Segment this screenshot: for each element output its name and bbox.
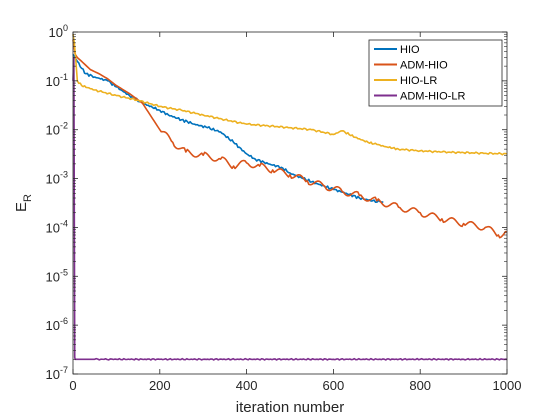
- x-axis-label: iteration number: [236, 399, 344, 416]
- y-tick-label: 10-6: [46, 316, 68, 333]
- y-tick-label: 10-5: [46, 267, 68, 284]
- y-axis-label-main: E: [13, 202, 30, 212]
- series-line-hio-lr: [72, 34, 508, 156]
- plot-frame: [72, 31, 508, 375]
- series-line-adm-hio-lr: [72, 56, 508, 361]
- x-tick-label: 0: [69, 378, 76, 393]
- y-tick-label: 10-7: [46, 365, 68, 382]
- x-tick-label: 400: [236, 378, 258, 393]
- series-line-adm-hio: [72, 39, 508, 239]
- legend: HIO ADM-HIO HIO-LR ADM-HIO-LR: [368, 39, 503, 107]
- y-tick-label: 10-2: [46, 121, 68, 138]
- legend-label-hio-lr: HIO-LR: [400, 75, 437, 87]
- x-tick-label: 600: [323, 378, 345, 393]
- legend-label-hio: HIO: [400, 44, 420, 56]
- x-tick-label: 800: [409, 378, 431, 393]
- legend-label-adm-hio: ADM-HIO: [400, 60, 448, 72]
- y-axis-label: ER: [13, 194, 34, 212]
- svg-text:ER: ER: [13, 194, 34, 212]
- series-layer: [72, 34, 508, 361]
- legend-label-adm-hio-lr: ADM-HIO-LR: [400, 91, 465, 103]
- y-axis-label-sub: R: [22, 194, 34, 202]
- axes-layer: 0 200 400 600 800 1000 100 10-1 10-2 10-3 10-4 10-5…: [46, 23, 522, 393]
- series-line-hio: [72, 53, 384, 204]
- x-tick-label: 1000: [493, 378, 522, 393]
- y-tick-label: 10-1: [46, 72, 68, 89]
- y-tick-label: 10-3: [46, 170, 68, 187]
- x-tick-label: 200: [149, 378, 171, 393]
- y-tick-label: 10-4: [46, 218, 68, 235]
- y-tick-label: 100: [49, 23, 68, 40]
